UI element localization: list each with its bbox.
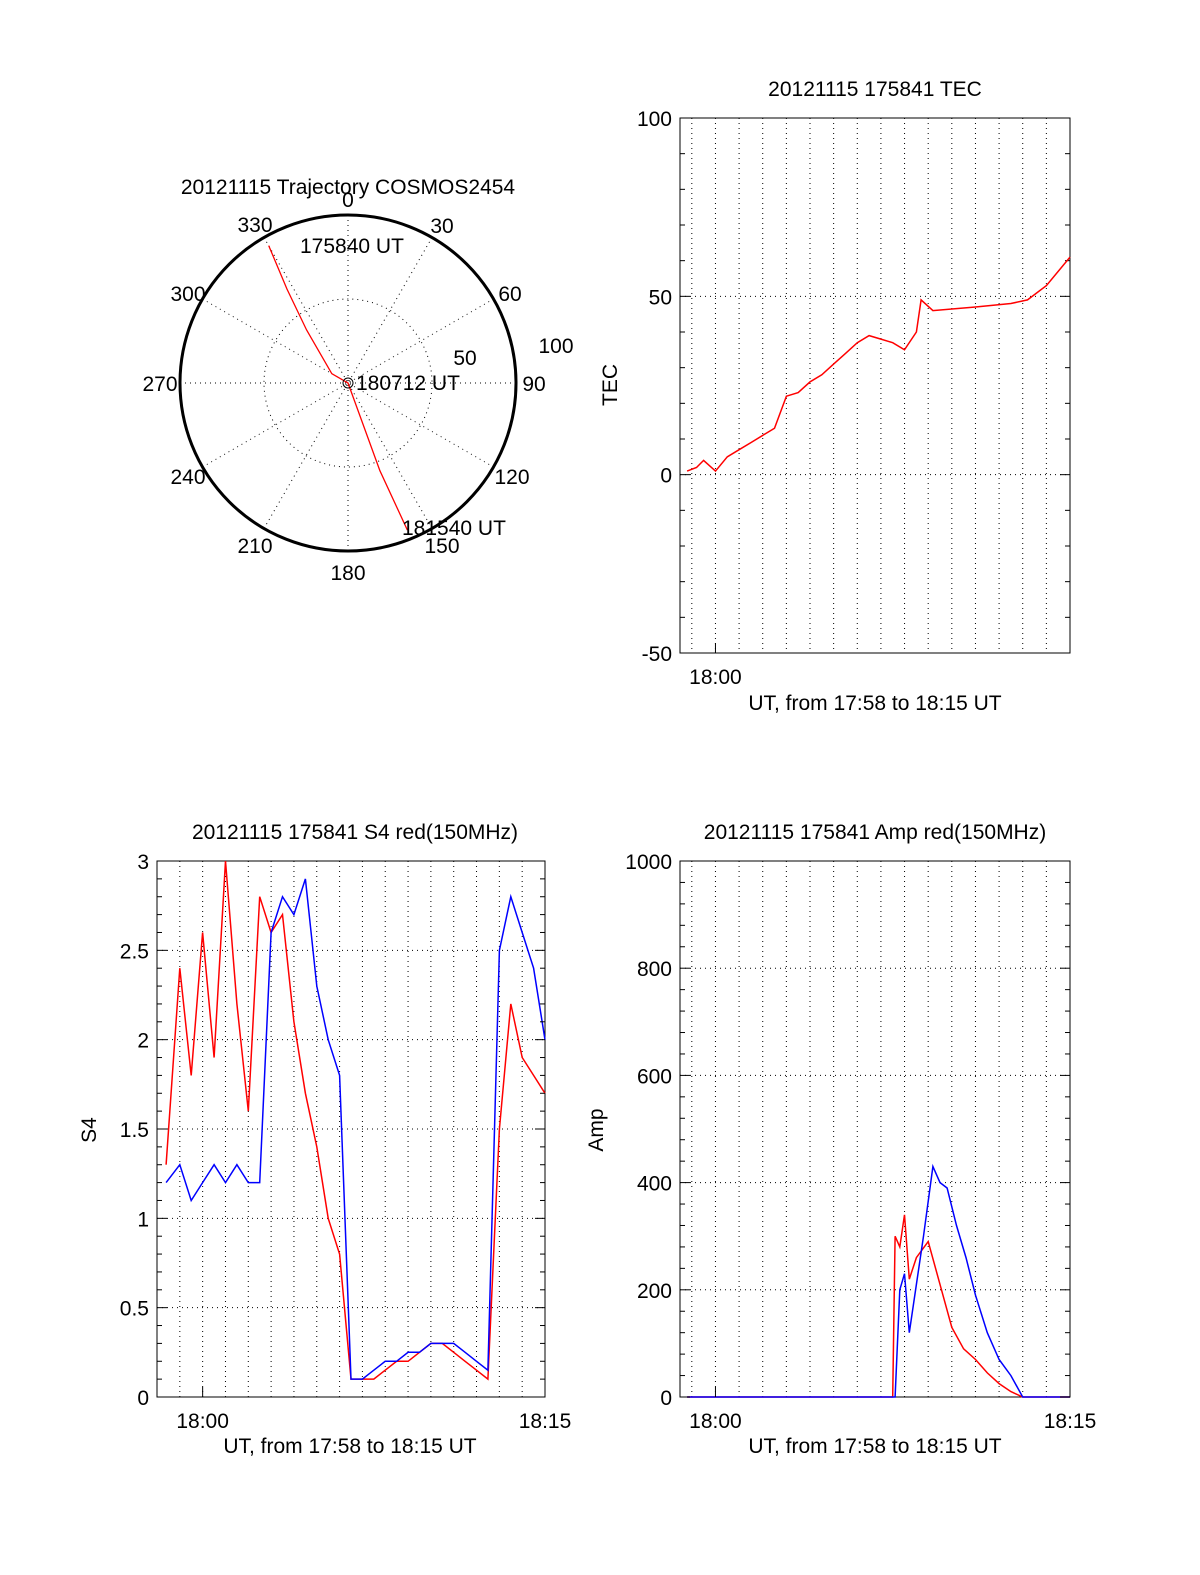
amp-y-label: Amp bbox=[585, 1108, 608, 1151]
amp-xtick-1: 18:15 bbox=[1044, 1410, 1097, 1433]
tec-y-ticks: 100 50 0 -50 bbox=[637, 108, 1070, 666]
trajectory-title: 20121115 Trajectory COSMOS2454 bbox=[181, 176, 516, 199]
amp-ytick-2: 600 bbox=[637, 1065, 672, 1088]
azimuth-label-0: 0 bbox=[342, 189, 354, 212]
s4-ytick-1: 2.5 bbox=[120, 940, 149, 963]
azimuth-label-210: 210 bbox=[237, 535, 272, 558]
polar-spoke-120 bbox=[202, 298, 494, 468]
tec-series bbox=[686, 256, 1071, 473]
tec-xtick-0: 18:00 bbox=[689, 666, 742, 689]
polar-spokes bbox=[180, 215, 516, 551]
s4-y-ticks: 3 2.5 2 1.5 1 0.5 0 bbox=[120, 851, 545, 1410]
azimuth-label-150: 150 bbox=[424, 535, 459, 558]
amp-ytick-3: 400 bbox=[637, 1173, 672, 1196]
s4-ytick-0: 3 bbox=[137, 851, 149, 874]
s4-panel: 20121115 175841 S4 red(150MHz) 3 2.5 2 1.5 1… bbox=[78, 821, 571, 1458]
tec-y-label: TEC bbox=[599, 364, 622, 406]
amp-series bbox=[687, 1163, 1070, 1398]
azimuth-label-30: 30 bbox=[430, 215, 453, 238]
azimuth-label-270: 270 bbox=[142, 373, 177, 396]
s4-ytick-6: 0 bbox=[137, 1387, 149, 1410]
s4-grid bbox=[157, 861, 545, 1397]
s4-x-ticks: 18:00 18:15 bbox=[176, 1387, 571, 1433]
azimuth-label-300: 300 bbox=[170, 283, 205, 306]
tec-x-label: UT, from 17:58 to 18:15 UT bbox=[748, 692, 1001, 715]
amp-plot-frame bbox=[679, 860, 1071, 1398]
tec-title: 20121115 175841 TEC bbox=[768, 78, 982, 101]
s4-ytick-5: 0.5 bbox=[120, 1298, 149, 1321]
amp-title: 20121115 175841 Amp red(150MHz) bbox=[704, 821, 1046, 844]
s4-plot-frame bbox=[156, 860, 546, 1398]
s4-ytick-4: 1 bbox=[137, 1208, 149, 1231]
amp-ytick-5: 0 bbox=[660, 1387, 672, 1410]
polar-spoke-30 bbox=[263, 237, 433, 529]
s4-series-line-0 bbox=[165, 860, 546, 1381]
trajectory-panel: 20121115 Trajectory COSMOS2454 0 30 60 90 12… bbox=[142, 176, 573, 585]
amp-panel: 20121115 175841 Amp red(150MHz) 1000 800 6… bbox=[585, 821, 1096, 1458]
radius-label-50: 50 bbox=[453, 347, 476, 370]
trajectory-track bbox=[268, 245, 408, 531]
amp-xtick-0: 18:00 bbox=[689, 1410, 742, 1433]
polar-inner-circle bbox=[263, 298, 433, 468]
tec-x-ticks: 18:00 bbox=[689, 643, 742, 689]
amp-ytick-1: 800 bbox=[637, 958, 672, 981]
amp-series-line-1 bbox=[687, 1163, 1070, 1398]
amp-grid bbox=[680, 861, 1070, 1397]
s4-x-label: UT, from 17:58 to 18:15 UT bbox=[223, 1435, 476, 1458]
amp-x-ticks: 18:00 18:15 bbox=[689, 1387, 1096, 1433]
s4-title: 20121115 175841 S4 red(150MHz) bbox=[192, 821, 518, 844]
end-time-label: 181540 UT bbox=[402, 517, 506, 540]
amp-x-label: UT, from 17:58 to 18:15 UT bbox=[748, 1435, 1001, 1458]
tec-plot-frame bbox=[679, 117, 1071, 654]
s4-ytick-3: 1.5 bbox=[120, 1119, 149, 1142]
s4-xtick-1: 18:15 bbox=[519, 1410, 572, 1433]
azimuth-label-60: 60 bbox=[498, 283, 521, 306]
zenith-marker bbox=[342, 377, 354, 389]
azimuth-label-180: 180 bbox=[330, 562, 365, 585]
tec-ytick-0: 100 bbox=[637, 108, 672, 131]
amp-ytick-0: 1000 bbox=[625, 851, 672, 874]
azimuth-label-330: 330 bbox=[237, 214, 272, 237]
azimuth-label-240: 240 bbox=[170, 466, 205, 489]
tec-ytick-3: -50 bbox=[642, 643, 672, 666]
polar-spoke-60 bbox=[202, 298, 494, 468]
tec-grid bbox=[680, 118, 1070, 653]
s4-series bbox=[165, 860, 546, 1381]
center-time-label: 180712 UT bbox=[356, 372, 460, 395]
amp-series-line-0 bbox=[687, 1214, 1070, 1398]
s4-ytick-2: 2 bbox=[137, 1030, 149, 1053]
tec-ytick-2: 0 bbox=[660, 465, 672, 488]
amp-y-ticks: 1000 800 600 400 200 0 bbox=[625, 851, 1070, 1410]
azimuth-label-90: 90 bbox=[522, 373, 545, 396]
polar-spoke-150 bbox=[263, 237, 433, 529]
tec-ytick-1: 50 bbox=[649, 286, 672, 309]
azimuth-label-120: 120 bbox=[494, 466, 529, 489]
s4-series-line-1 bbox=[165, 878, 546, 1380]
radius-label-100: 100 bbox=[538, 335, 573, 358]
polar-azimuth-labels: 0 30 60 90 120 150 180 210 240 270 300 330 bbox=[142, 189, 545, 585]
start-time-label: 175840 UT bbox=[300, 235, 404, 258]
tec-series-line-0 bbox=[686, 256, 1071, 473]
amp-ytick-4: 200 bbox=[637, 1280, 672, 1303]
s4-y-label: S4 bbox=[78, 1117, 101, 1143]
s4-xtick-0: 18:00 bbox=[176, 1410, 229, 1433]
